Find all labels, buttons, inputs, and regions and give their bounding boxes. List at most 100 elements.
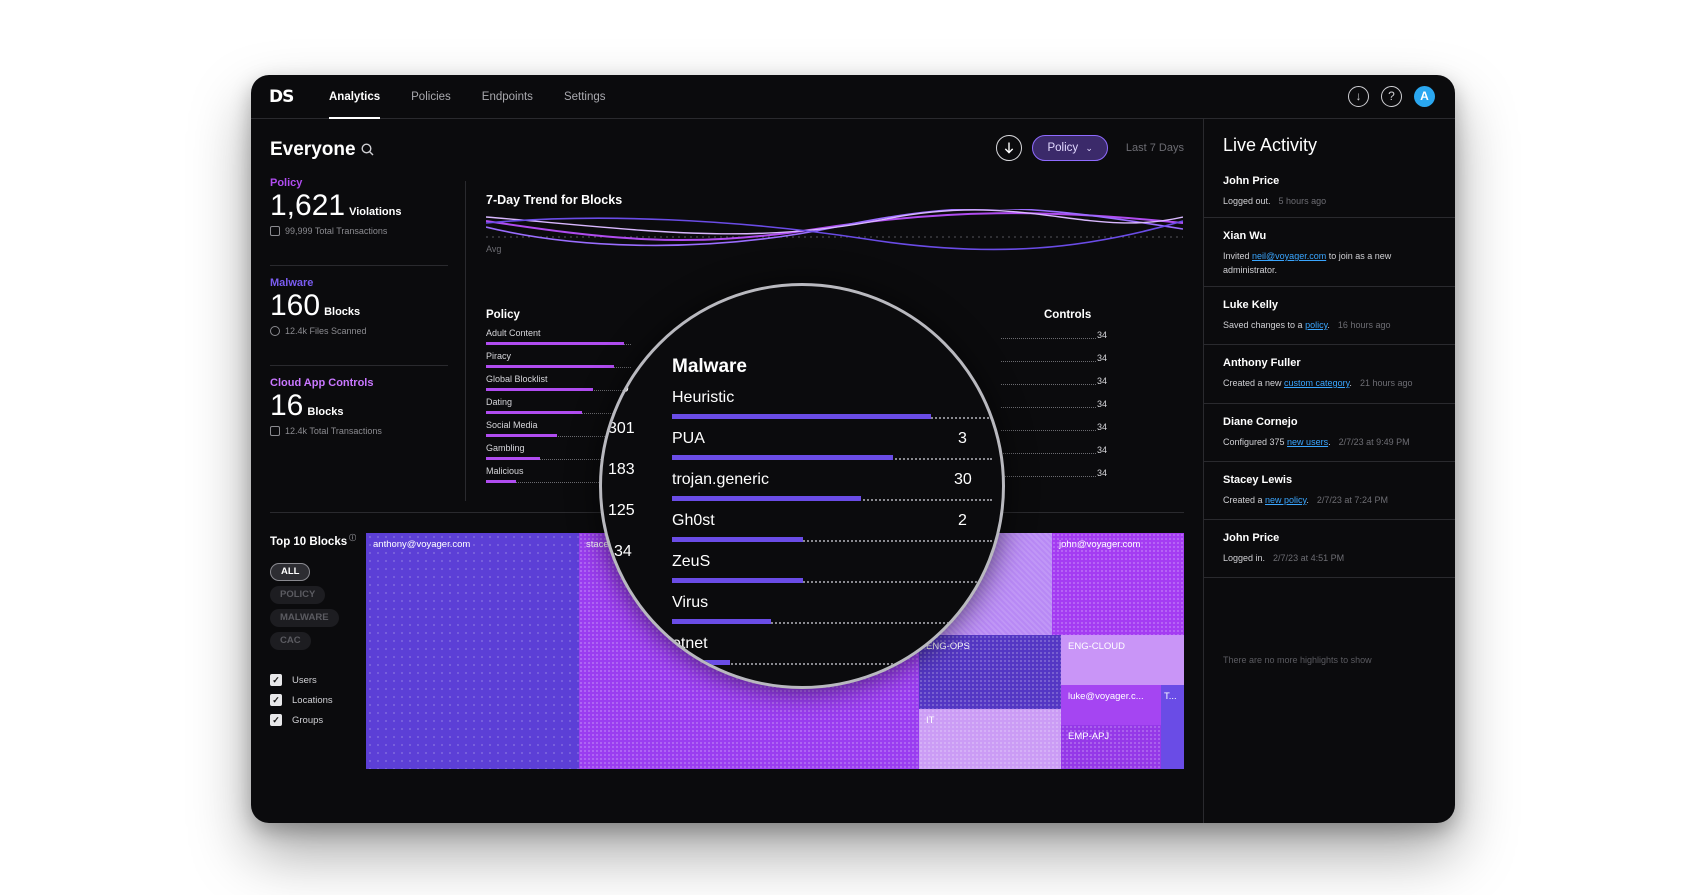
- nav-endpoints[interactable]: Endpoints: [481, 91, 533, 103]
- lens-row-track: [672, 414, 992, 419]
- tile-it[interactable]: IT: [919, 709, 1061, 769]
- tile-anthony[interactable]: anthony@voyager.com: [366, 533, 579, 769]
- kpi-cloud-app-controls[interactable]: Cloud App Controls 16 Blocks 12.4k Total …: [270, 377, 450, 436]
- activity-item[interactable]: Anthony Fuller Created a new custom categ…: [1204, 345, 1455, 404]
- activity-item[interactable]: John Price Logged out. 5 hours ago: [1204, 163, 1455, 218]
- policy-row[interactable]: Gambling: [486, 443, 631, 460]
- trend-chart: [486, 209, 1183, 251]
- checkbox-label: Users: [292, 674, 317, 686]
- nav-settings[interactable]: Settings: [563, 91, 606, 103]
- controls-row-dots: [1001, 361, 1096, 362]
- controls-row-value[interactable]: 34: [1097, 353, 1108, 363]
- activity-time: 16 hours ago: [1337, 320, 1391, 330]
- lens-row-bar: [672, 496, 861, 501]
- activity-link[interactable]: policy: [1305, 320, 1328, 330]
- date-range[interactable]: Last 7 Days: [1125, 142, 1184, 154]
- lens-row[interactable]: otnet: [672, 635, 1002, 665]
- checkbox-users[interactable]: ✓ Users: [270, 674, 317, 686]
- lens-row[interactable]: PUA: [672, 430, 1002, 460]
- top10-title: Top 10 Blocks ⓘ: [270, 533, 356, 548]
- tile-eng-cloud[interactable]: ENG-CLOUD: [1061, 635, 1184, 685]
- controls-row-dots: [1001, 453, 1096, 454]
- controls-row-dots: [1001, 384, 1096, 385]
- controls-row-value[interactable]: 34: [1097, 445, 1108, 455]
- info-icon[interactable]: ⓘ: [349, 535, 357, 542]
- chip-policy[interactable]: POLICY: [270, 586, 326, 604]
- policy-row-label: Dating: [486, 397, 513, 407]
- policy-row[interactable]: Dating: [486, 397, 631, 414]
- activity-text-post: .: [1349, 378, 1352, 388]
- lens-row[interactable]: Virus: [672, 594, 1002, 624]
- lens-row-bar: [672, 455, 893, 460]
- lens-row[interactable]: Gh0st: [672, 512, 1002, 542]
- live-activity-title: Live Activity: [1223, 135, 1318, 155]
- chart-icon: [270, 226, 280, 236]
- user-avatar[interactable]: A: [1414, 86, 1435, 107]
- activity-text-pre: Created a new: [1223, 378, 1285, 388]
- chip-all[interactable]: ALL: [270, 563, 311, 581]
- top-bar: DS Analytics Policies Endpoints Settings…: [251, 75, 1455, 119]
- nav-policies[interactable]: Policies: [411, 91, 451, 103]
- activity-link[interactable]: new policy: [1265, 495, 1307, 505]
- download-icon[interactable]: ↓: [1348, 86, 1369, 107]
- tile-eng-ops[interactable]: ENG-OPS: [919, 635, 1061, 709]
- export-download-icon[interactable]: [996, 135, 1023, 161]
- app-logo[interactable]: DS: [269, 87, 294, 107]
- policy-filter-dropdown[interactable]: Policy ⌄: [1032, 135, 1108, 161]
- lens-row-label: ZeuS: [672, 553, 711, 570]
- activity-link[interactable]: custom category: [1284, 378, 1350, 388]
- lens-row[interactable]: trojan.generic: [672, 471, 1002, 501]
- kpi-subtext-label: 12.4k Files Scanned: [285, 326, 367, 336]
- checkbox-groups[interactable]: ✓ Groups: [270, 714, 323, 726]
- tile-luke[interactable]: luke@voyager.c...: [1061, 685, 1161, 725]
- kpi-value: 160: [270, 289, 321, 322]
- checkbox-check-icon[interactable]: ✓: [270, 714, 282, 726]
- policy-row[interactable]: Piracy: [486, 351, 631, 368]
- checkbox-locations[interactable]: ✓ Locations: [270, 694, 333, 706]
- policy-row[interactable]: Social Media: [486, 420, 631, 437]
- chip-cac[interactable]: CAC: [270, 632, 311, 650]
- tile-emp-apj[interactable]: EMP-APJ: [1061, 725, 1161, 769]
- policy-row-bar: [486, 434, 558, 437]
- policy-row[interactable]: Global Blocklist: [486, 374, 631, 391]
- kpi-policy[interactable]: Policy 1,621 Violations 99,999 Total Tran…: [270, 177, 450, 236]
- kpi-subtext: 12.4k Files Scanned: [270, 326, 450, 336]
- activity-text-post: .: [1327, 320, 1330, 330]
- search-icon[interactable]: [361, 143, 374, 156]
- trend-line-other: [486, 217, 1183, 251]
- tile-t[interactable]: T...: [1161, 685, 1184, 769]
- activity-item[interactable]: Diane Cornejo Configured 375 new users. 2/…: [1204, 404, 1455, 462]
- magnifier-lens: Malware Heuristic PUA 3 trojan.generic 30 Gh0…: [599, 283, 1005, 689]
- controls-row-value[interactable]: 34: [1097, 468, 1108, 478]
- controls-row-value[interactable]: 34: [1097, 422, 1108, 432]
- chip-malware[interactable]: MALWARE: [270, 609, 339, 627]
- activity-time: 2/7/23 at 4:51 PM: [1273, 553, 1345, 563]
- policy-row-label: Adult Content: [486, 328, 541, 338]
- controls-list-title: Controls: [1044, 309, 1092, 321]
- activity-link[interactable]: new users: [1287, 437, 1329, 447]
- tile-john[interactable]: john@voyager.com: [1052, 533, 1184, 635]
- checkbox-check-icon[interactable]: ✓: [270, 674, 282, 686]
- controls-row-value[interactable]: 34: [1097, 399, 1108, 409]
- controls-row-value[interactable]: 34: [1097, 376, 1108, 386]
- lens-row-track: [672, 660, 992, 665]
- nav-analytics[interactable]: Analytics: [329, 75, 381, 119]
- policy-row-track: [486, 411, 631, 414]
- activity-text-post: .: [1328, 437, 1331, 447]
- lens-row[interactable]: ZeuS: [672, 553, 1002, 583]
- activity-item[interactable]: Xian Wu Invited neil@voyager.com to join …: [1204, 218, 1455, 287]
- lens-row[interactable]: Heuristic: [672, 389, 1002, 419]
- kpi-malware[interactable]: Malware 160 Blocks 12.4k Files Scanned: [270, 277, 450, 336]
- help-icon[interactable]: ?: [1381, 86, 1402, 107]
- activity-link[interactable]: neil@voyager.com: [1252, 251, 1327, 261]
- checkbox-check-icon[interactable]: ✓: [270, 694, 282, 706]
- lens-row-track: [672, 537, 992, 542]
- activity-item[interactable]: Luke Kelly Saved changes to a policy. 16 h…: [1204, 287, 1455, 345]
- policy-row[interactable]: Adult Content: [486, 328, 631, 345]
- lens-row-value: 3: [958, 430, 967, 447]
- activity-item[interactable]: Stacey Lewis Created a new policy. 2/7/23 …: [1204, 462, 1455, 520]
- controls-row-value[interactable]: 34: [1097, 330, 1108, 340]
- lens-title: Malware: [672, 356, 747, 377]
- activity-item[interactable]: John Price Logged in. 2/7/23 at 4:51 PM: [1204, 520, 1455, 578]
- policy-row[interactable]: Malicious: [486, 466, 631, 483]
